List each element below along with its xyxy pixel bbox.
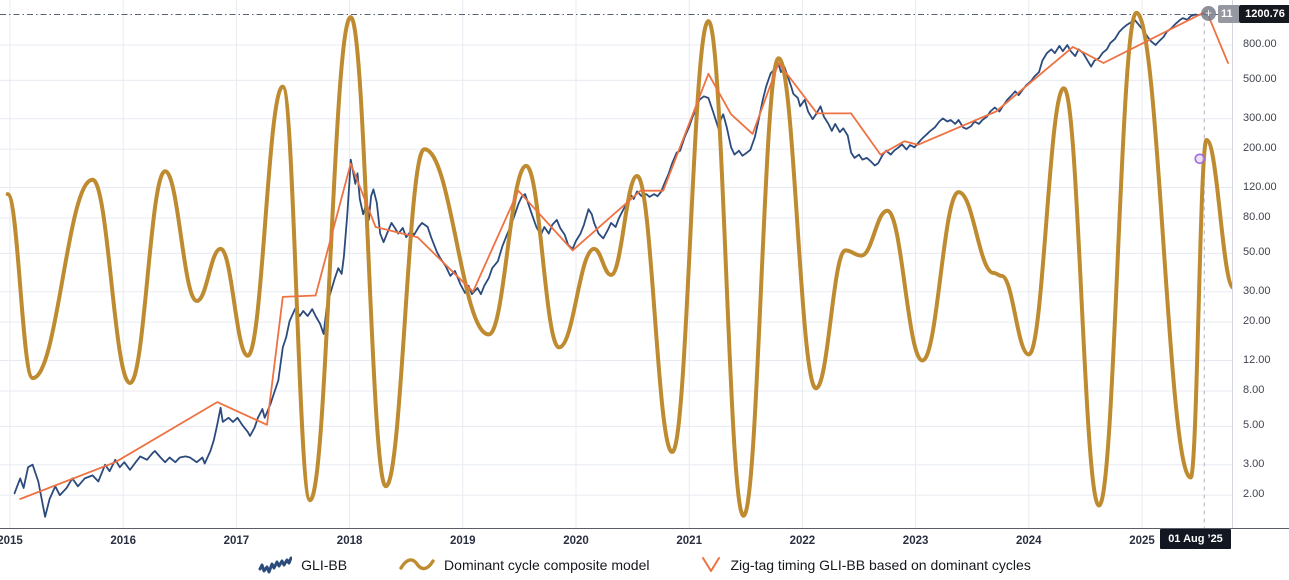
year-axis-label: 2017 bbox=[223, 535, 250, 547]
legend-item[interactable]: Dominant cycle composite model bbox=[399, 555, 649, 575]
series-zigzag[interactable] bbox=[19, 10, 1229, 500]
year-axis-label: 2020 bbox=[563, 535, 589, 547]
price-axis-label: 30.00 bbox=[1243, 284, 1271, 297]
cycle-marker[interactable] bbox=[1194, 153, 1206, 165]
year-axis-label: 2015 bbox=[0, 535, 23, 547]
wave-icon bbox=[399, 555, 435, 575]
current-date-badge: 01 Aug ’25 bbox=[1160, 529, 1231, 549]
price-axis[interactable]: 800.00 500.00 300.00 200.00 120.00 80.00 50.00… bbox=[1232, 0, 1289, 528]
year-axis-label: 2018 bbox=[336, 535, 363, 547]
price-axis-label: 50.00 bbox=[1243, 246, 1271, 259]
price-axis-label: 2.00 bbox=[1243, 488, 1265, 501]
last-price-badge: 1200.76 bbox=[1239, 4, 1289, 23]
price-axis-label: 5.00 bbox=[1243, 419, 1265, 432]
price-axis-label: 8.00 bbox=[1243, 384, 1265, 396]
legend-item[interactable]: GLI-BB bbox=[258, 555, 347, 575]
legend-label: Zig-tag timing GLI-BB based on dominant … bbox=[730, 557, 1031, 573]
year-axis-label: 2021 bbox=[676, 535, 702, 547]
year-axis-label: 2024 bbox=[1016, 535, 1042, 547]
time-axis[interactable]: 2015 2016 2017 2018 2019 2020 2021 2022 2023 2024… bbox=[0, 528, 1289, 553]
price-axis-label: 3.00 bbox=[1243, 457, 1265, 470]
price-axis-label: 800.00 bbox=[1243, 38, 1277, 50]
legend: GLI-BB Dominant cycle composite model Zig-… bbox=[0, 550, 1289, 580]
price-axis-label: 20.00 bbox=[1243, 315, 1271, 328]
year-axis-label: 2016 bbox=[110, 535, 136, 547]
series-cycle-model[interactable] bbox=[5, 10, 1234, 518]
zigzag-v-icon bbox=[701, 556, 721, 574]
year-axis-label: 2025 bbox=[1129, 535, 1155, 547]
year-axis-label: 2023 bbox=[902, 535, 929, 547]
price-axis-label: 200.00 bbox=[1243, 142, 1277, 155]
price-axis-label: 80.00 bbox=[1243, 211, 1271, 223]
price-axis-label: 120.00 bbox=[1243, 180, 1277, 193]
price-line-icon bbox=[258, 555, 293, 575]
price-axis-label: 500.00 bbox=[1243, 73, 1277, 86]
price-axis-label: 300.00 bbox=[1243, 111, 1277, 124]
price-label-partial: 11 bbox=[1218, 4, 1239, 23]
price-axis-label: 12.00 bbox=[1243, 353, 1271, 366]
plus-circle-icon[interactable]: + bbox=[1201, 6, 1216, 21]
year-axis-label: 2022 bbox=[789, 535, 816, 547]
legend-item[interactable]: Zig-tag timing GLI-BB based on dominant … bbox=[701, 556, 1031, 574]
plot-area[interactable] bbox=[0, 0, 1234, 528]
legend-label: Dominant cycle composite model bbox=[444, 557, 650, 573]
price-badge-group: + 11 1200.76 bbox=[1201, 4, 1289, 23]
legend-label: GLI-BB bbox=[301, 557, 348, 573]
year-axis-label: 2019 bbox=[450, 535, 476, 547]
series-gli-bb[interactable] bbox=[13, 12, 1208, 518]
